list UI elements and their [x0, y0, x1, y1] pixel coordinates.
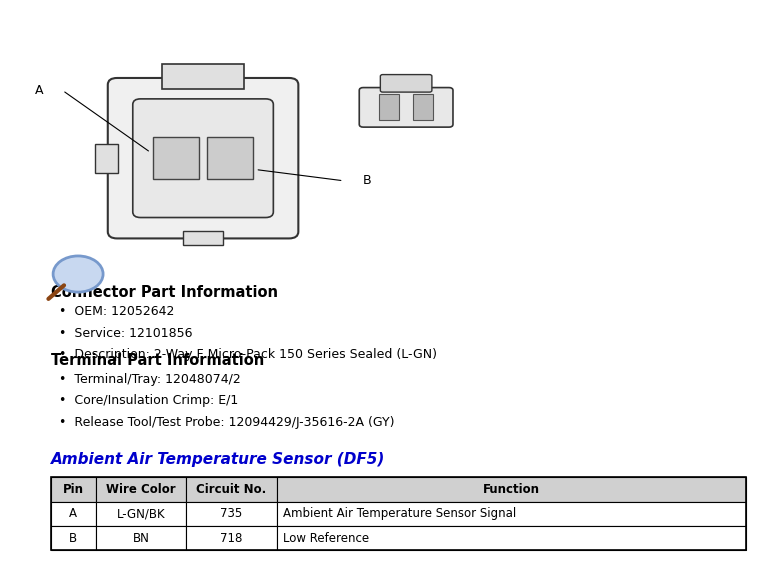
Bar [187, 526, 276, 550]
Bar [276, 477, 746, 502]
Text: •  Terminal/Tray: 12048074/2: • Terminal/Tray: 12048074/2 [59, 373, 241, 386]
FancyBboxPatch shape [95, 144, 118, 173]
FancyBboxPatch shape [207, 137, 253, 179]
Bar [276, 526, 746, 550]
Text: •  OEM: 12052642: • OEM: 12052642 [59, 305, 174, 318]
Bar [187, 477, 276, 502]
FancyBboxPatch shape [162, 64, 244, 89]
Text: •  Description: 2-Way F Micro-Pack 150 Series Sealed (L-GN): • Description: 2-Way F Micro-Pack 150 Se… [59, 348, 437, 361]
Text: 718: 718 [220, 532, 243, 545]
Circle shape [53, 256, 103, 292]
Text: B: B [362, 174, 372, 188]
Text: Low Reference: Low Reference [283, 532, 369, 545]
Text: 735: 735 [220, 507, 243, 520]
Bar [187, 502, 276, 526]
Bar [51, 477, 746, 550]
Bar [96, 477, 187, 502]
Text: L-GN/BK: L-GN/BK [117, 507, 166, 520]
Text: Wire Color: Wire Color [106, 483, 176, 496]
Text: •  Release Tool/Test Probe: 12094429/J-35616-2A (GY): • Release Tool/Test Probe: 12094429/J-35… [59, 416, 394, 429]
Bar [96, 526, 187, 550]
FancyBboxPatch shape [153, 137, 199, 179]
FancyBboxPatch shape [108, 78, 298, 238]
Text: A: A [70, 507, 77, 520]
FancyBboxPatch shape [379, 94, 399, 120]
Text: Function: Function [483, 483, 540, 496]
Text: Ambient Air Temperature Sensor Signal: Ambient Air Temperature Sensor Signal [283, 507, 516, 520]
FancyBboxPatch shape [413, 94, 433, 120]
FancyBboxPatch shape [183, 231, 223, 245]
Bar [51, 477, 96, 502]
Text: Terminal Part Information: Terminal Part Information [51, 353, 264, 368]
FancyBboxPatch shape [133, 99, 273, 218]
Text: B: B [70, 532, 77, 545]
Text: A: A [35, 84, 43, 97]
Text: Ambient Air Temperature Sensor (DF5): Ambient Air Temperature Sensor (DF5) [51, 452, 385, 467]
Bar [51, 502, 96, 526]
Text: •  Core/Insulation Crimp: E/1: • Core/Insulation Crimp: E/1 [59, 394, 238, 407]
Bar [96, 502, 187, 526]
FancyBboxPatch shape [359, 88, 453, 127]
Text: Circuit No.: Circuit No. [196, 483, 266, 496]
Text: Connector Part Information: Connector Part Information [51, 285, 278, 301]
Bar [276, 502, 746, 526]
Text: BN: BN [133, 532, 150, 545]
Text: •  Service: 12101856: • Service: 12101856 [59, 327, 192, 340]
FancyBboxPatch shape [380, 75, 432, 92]
Text: Pin: Pin [62, 483, 84, 496]
Bar [51, 526, 96, 550]
